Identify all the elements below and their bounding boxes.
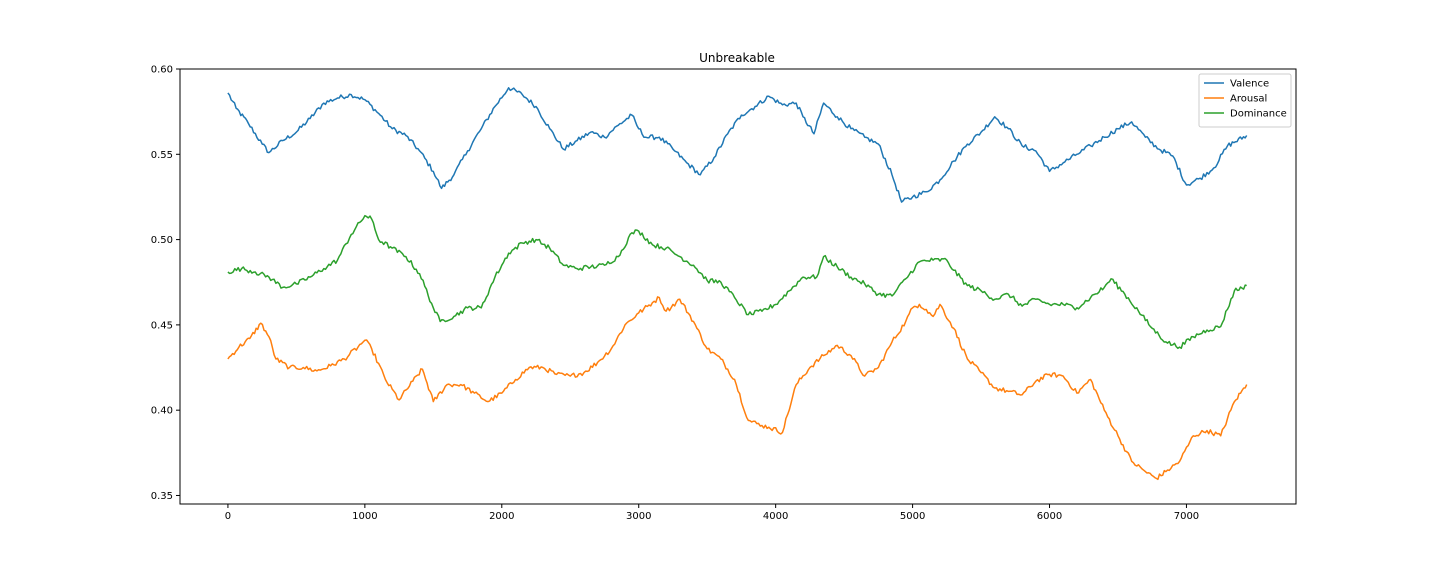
legend: Valence Arousal Dominance	[1198, 73, 1292, 128]
legend-label-dominance: Dominance	[1230, 109, 1287, 120]
plot-area	[227, 87, 1248, 481]
legend-label-arousal: Arousal	[1230, 94, 1267, 105]
series-line-arousal	[227, 296, 1248, 481]
x-tick-label: 4000	[763, 511, 788, 522]
x-tick-label: 3000	[626, 511, 651, 522]
y-tick-label: 0.60	[151, 65, 173, 76]
y-tick-label: 0.40	[151, 406, 173, 417]
legend-label-valence: Valence	[1230, 79, 1269, 90]
y-tick-label: 0.45	[151, 320, 173, 331]
x-tick-label: 2000	[489, 511, 514, 522]
x-tick-label: 5000	[900, 511, 925, 522]
chart-title: Unbreakable	[699, 51, 775, 65]
series-line-dominance	[227, 214, 1247, 350]
series-line-valence	[227, 87, 1248, 203]
x-tick-label: 0	[225, 511, 231, 522]
x-tick-label: 6000	[1037, 511, 1062, 522]
axes: 0 1000 2000 3000 4000 5000 6000 7000 0.35 0.40 0.4…	[151, 65, 1199, 523]
x-tick-label: 1000	[352, 511, 377, 522]
y-tick-label: 0.55	[151, 150, 173, 161]
x-tick-label: 7000	[1174, 511, 1199, 522]
y-tick-label: 0.50	[151, 235, 173, 246]
plot-frame	[179, 68, 1297, 505]
y-tick-label: 0.35	[151, 491, 173, 502]
